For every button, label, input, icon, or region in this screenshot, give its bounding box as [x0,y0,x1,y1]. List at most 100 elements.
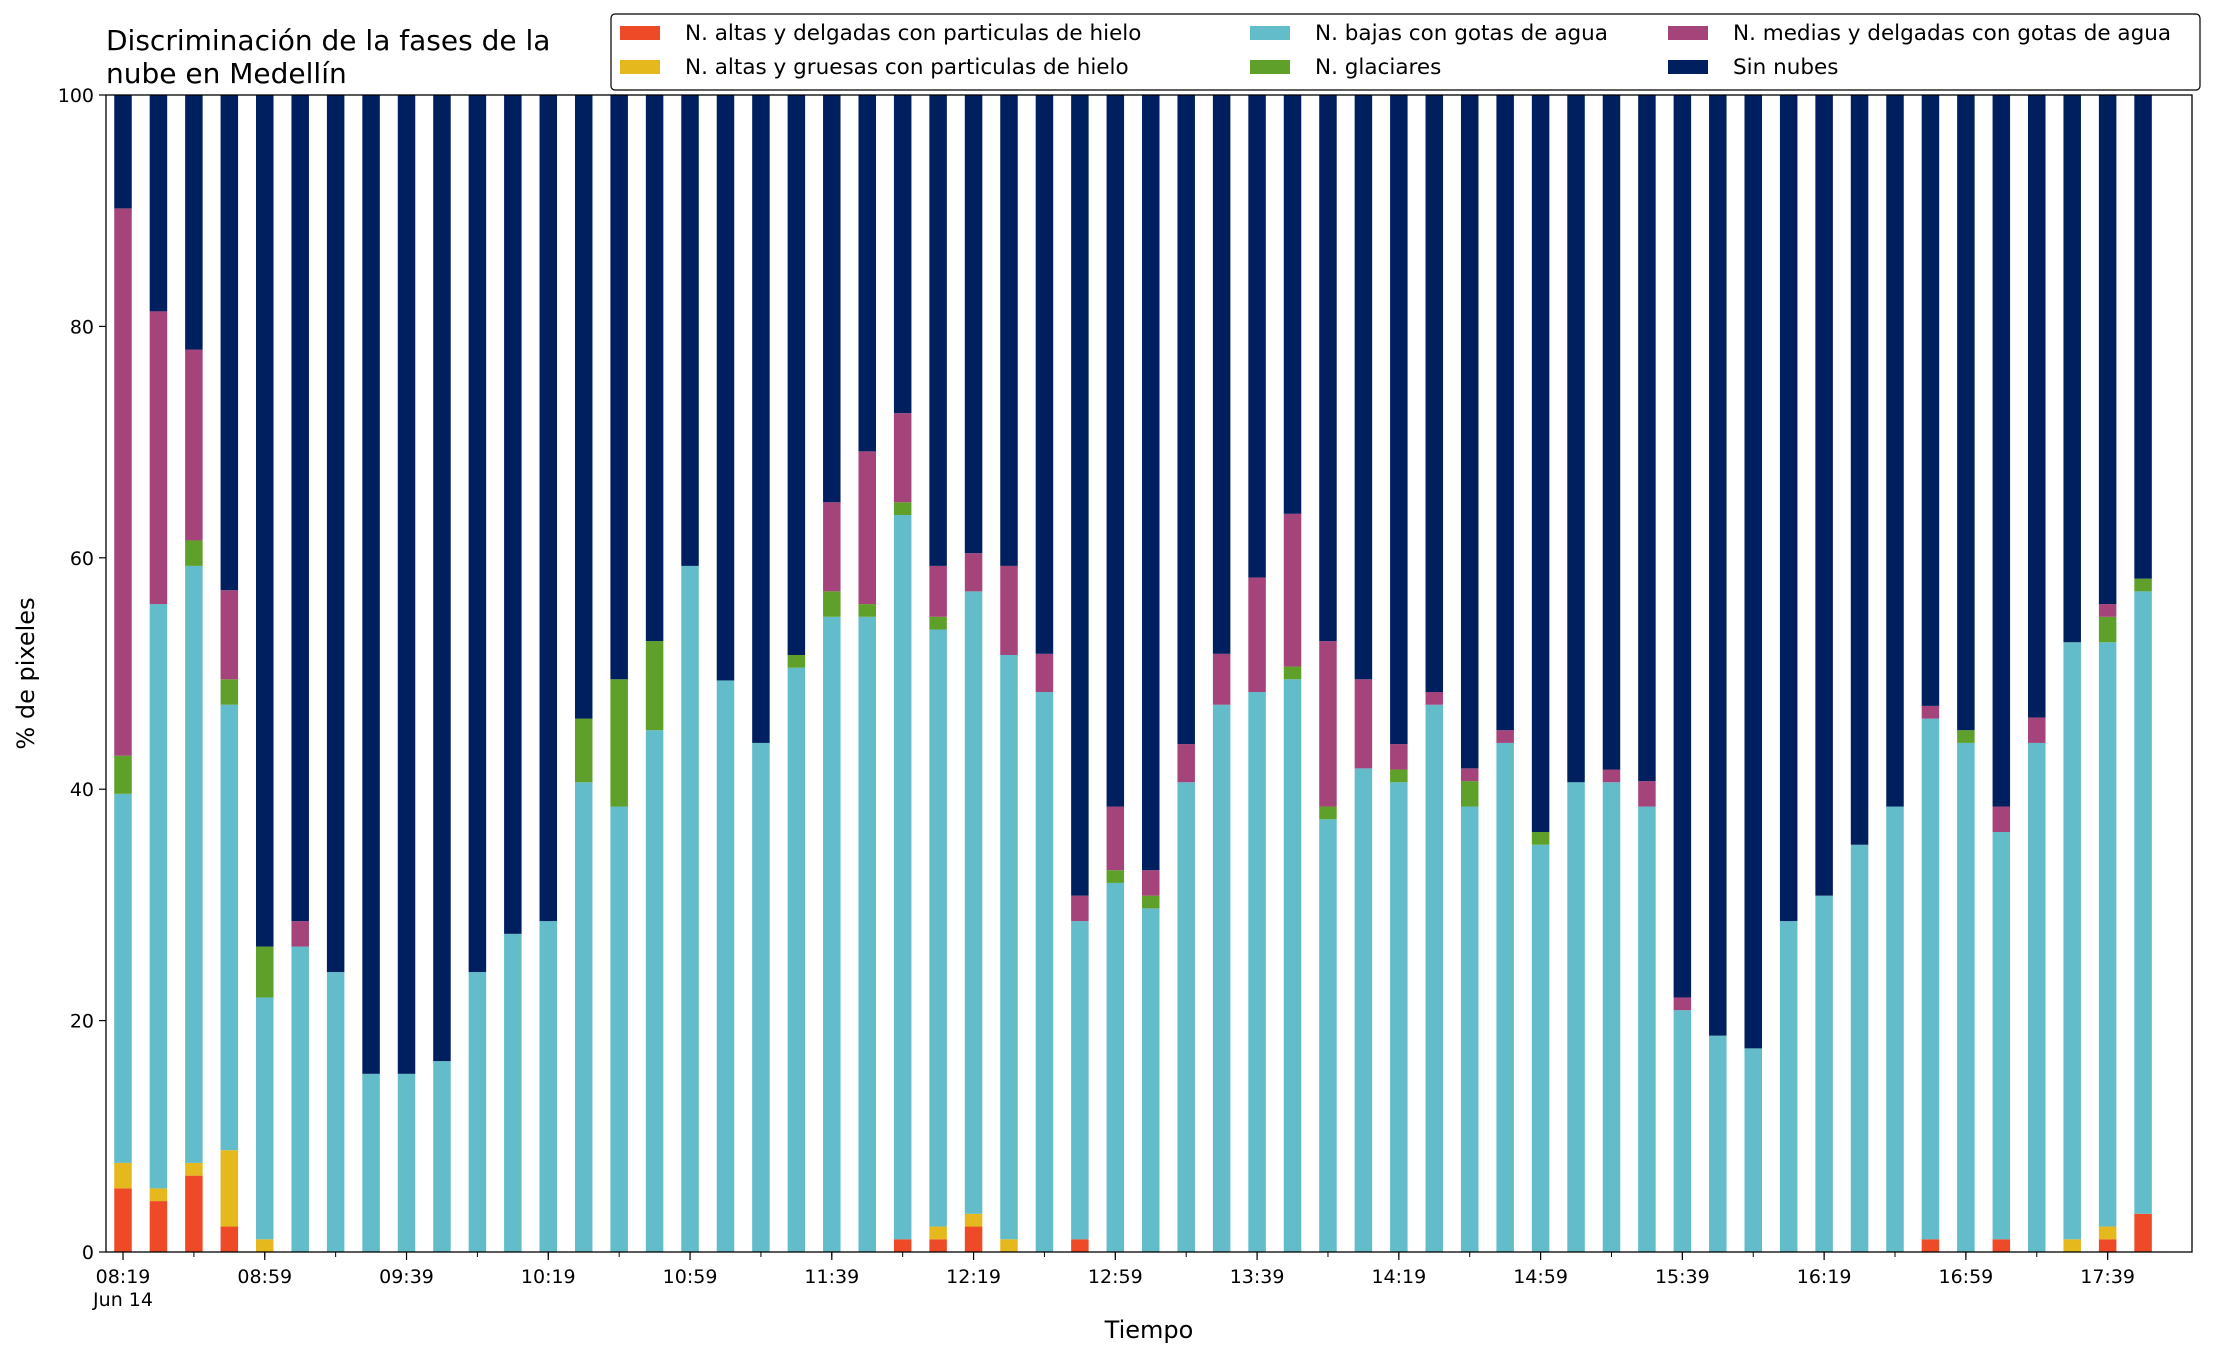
bar-segment-n-bajas-con-gotas-de-agua-1109 [716,680,735,1252]
x-tick-label: 10:59 [663,1266,718,1288]
bar-segment-n-bajas-con-gotas-de-agua-1419 [1390,782,1408,1252]
bar-segment-sin-nubes-1529 [1638,95,1656,782]
bar-segment-n-glaciares-1419 [1390,769,1408,783]
bar-segment-n-bajas-con-gotas-de-agua-0939 [397,1073,416,1252]
x-tick-label: 09:39 [379,1266,434,1288]
bar-segment-n-glaciares-1309 [1142,895,1160,909]
bar-segment-n-altas-y-delgadas-con-particulas-de-hielo-0819 [114,1188,132,1252]
bar-segment-n-medias-y-delgadas-con-gotas-de-agua-1249 [1071,895,1089,922]
x-tick-label: 17:39 [2080,1266,2135,1288]
x-tick-label: 16:19 [1797,1266,1852,1288]
bar-segment-n-medias-y-delgadas-con-gotas-de-agua-1159 [893,413,912,503]
bar-segment-n-bajas-con-gotas-de-agua-1259 [1106,882,1125,1252]
bar-segment-n-bajas-con-gotas-de-agua-0949 [433,1061,451,1252]
bar-segment-n-medias-y-delgadas-con-gotas-de-agua-1649 [1921,705,1940,719]
bar-segment-n-bajas-con-gotas-de-agua-1649 [1921,718,1940,1240]
bar-segment-n-bajas-con-gotas-de-agua-1229 [1000,654,1018,1240]
bar-segment-n-bajas-con-gotas-de-agua-1549 [1709,1035,1727,1252]
bar-segment-n-glaciares-1659 [1957,730,1975,743]
bar-segment-n-bajas-con-gotas-de-agua-1459 [1531,844,1550,1252]
legend-swatch [1668,60,1708,74]
bar-segment-sin-nubes-1659 [1957,95,1975,731]
bar-segment-n-glaciares-0819 [114,755,132,794]
bar-segment-n-medias-y-delgadas-con-gotas-de-agua-1149 [858,451,876,605]
bar-segment-n-bajas-con-gotas-de-agua-1339 [1248,692,1266,1252]
x-tick-label: 16:59 [1938,1266,1993,1288]
legend-label: Sin nubes [1733,55,1838,80]
bar-segment-n-bajas-con-gotas-de-agua-1209 [929,629,947,1227]
bar-segment-n-bajas-con-gotas-de-agua-1509 [1567,782,1585,1252]
bar-segment-n-bajas-con-gotas-de-agua-1029 [574,782,593,1252]
bar-segment-sin-nubes-1449 [1496,95,1514,731]
x-tick-label: 11:39 [804,1266,859,1288]
bar-segment-sin-nubes-0939 [397,95,416,1074]
bar-segment-n-glaciares-0859 [256,946,274,998]
legend-label: N. bajas con gotas de agua [1315,21,1608,46]
bar-segment-sin-nubes-1739 [2098,95,2117,605]
bar-segment-sin-nubes-1719 [2028,95,2046,718]
bar-segment-n-bajas-con-gotas-de-agua-1359 [1319,819,1337,1252]
bar-segment-n-altas-y-gruesas-con-particulas-de-hielo-0839 [185,1162,203,1176]
legend-box [610,13,2201,91]
plot-frame [105,94,2193,1253]
bar-segment-n-medias-y-delgadas-con-gotas-de-agua-1309 [1142,870,1160,896]
chart-title-line-1: Discriminación de la fases de la [106,24,550,57]
bar-segment-n-bajas-con-gotas-de-agua-1429 [1425,704,1444,1252]
bar-segment-n-glaciares-0849 [220,679,239,705]
bar-segment-sin-nubes-1119 [752,95,770,743]
bar-segment-sin-nubes-1009 [504,95,522,934]
legend-label: N. glaciares [1315,55,1441,80]
bar-segment-sin-nubes-1359 [1319,95,1337,642]
bar-segment-sin-nubes-0919 [326,95,345,973]
bar-segment-sin-nubes-1039 [610,95,628,680]
bar-segment-n-bajas-con-gotas-de-agua-1449 [1496,742,1514,1252]
bar-segment-sin-nubes-1709 [1992,95,2011,807]
bar-segment-n-altas-y-delgadas-con-particulas-de-hielo-0839 [185,1175,203,1252]
bar-segment-n-medias-y-delgadas-con-gotas-de-agua-0839 [185,349,203,541]
bar-segment-n-bajas-con-gotas-de-agua-1529 [1638,806,1656,1252]
y-axis-label: % de pixeles [12,597,40,749]
bar-segment-n-altas-y-gruesas-con-particulas-de-hielo-1729 [2063,1239,2081,1252]
bar-segment-n-medias-y-delgadas-con-gotas-de-agua-0819 [114,208,132,756]
bar-segment-n-bajas-con-gotas-de-agua-1739 [2098,642,2117,1227]
bar-segment-n-bajas-con-gotas-de-agua-1629 [1850,844,1869,1252]
bar-segment-n-bajas-con-gotas-de-agua-1239 [1035,692,1054,1252]
bar-segment-n-glaciares-1149 [858,604,876,617]
x-axis-label: Tiempo [1104,1316,1194,1344]
x-tick-label: 08:19 [96,1266,151,1288]
bar-segment-sin-nubes-1139 [823,95,841,503]
bar-segment-n-altas-y-delgadas-con-particulas-de-hielo-1219 [964,1226,983,1252]
bar-segment-n-bajas-con-gotas-de-agua-1319 [1177,782,1195,1252]
bar-segment-n-bajas-con-gotas-de-agua-1539 [1673,1010,1692,1252]
bar-segment-n-bajas-con-gotas-de-agua-1749 [2134,591,2152,1214]
bar-segment-sin-nubes-1559 [1744,95,1762,1049]
bar-segment-sin-nubes-1229 [1000,95,1018,566]
bar-segment-n-bajas-con-gotas-de-agua-1149 [858,616,876,1252]
bar-segment-n-medias-y-delgadas-con-gotas-de-agua-1259 [1106,806,1125,871]
x-tick-label: 08:59 [237,1266,292,1288]
bar-segment-n-medias-y-delgadas-con-gotas-de-agua-1219 [964,553,983,592]
bar-segment-n-medias-y-delgadas-con-gotas-de-agua-1519 [1602,769,1621,783]
bar-segment-n-bajas-con-gotas-de-agua-1619 [1815,895,1833,1252]
bar-segment-n-medias-y-delgadas-con-gotas-de-agua-0829 [149,311,168,605]
bar-segment-sin-nubes-1329 [1212,95,1231,654]
bar-segment-sin-nubes-1609 [1779,95,1798,922]
bar-segment-sin-nubes-0849 [220,95,239,591]
legend-swatch [1668,26,1708,40]
x-tick-label: 13:39 [1230,1266,1285,1288]
bar-segment-n-bajas-con-gotas-de-agua-0829 [149,604,168,1189]
chart-title-line-2: nube en Medellín [106,57,347,90]
bar-segment-n-bajas-con-gotas-de-agua-1019 [539,921,558,1252]
y-tick-label: 100 [58,85,94,107]
bar-segment-n-altas-y-gruesas-con-particulas-de-hielo-1209 [929,1226,947,1240]
x-tick-label: 14:19 [1371,1266,1426,1288]
bar-segment-n-glaciares-1049 [645,641,664,731]
bar-segment-sin-nubes-1059 [681,95,699,566]
bar-segment-n-medias-y-delgadas-con-gotas-de-agua-1429 [1425,692,1444,705]
x-tick-sublabel: Jun 14 [92,1289,153,1311]
bar-segment-sin-nubes-1749 [2134,95,2152,579]
bar-segment-sin-nubes-0959 [468,95,487,973]
